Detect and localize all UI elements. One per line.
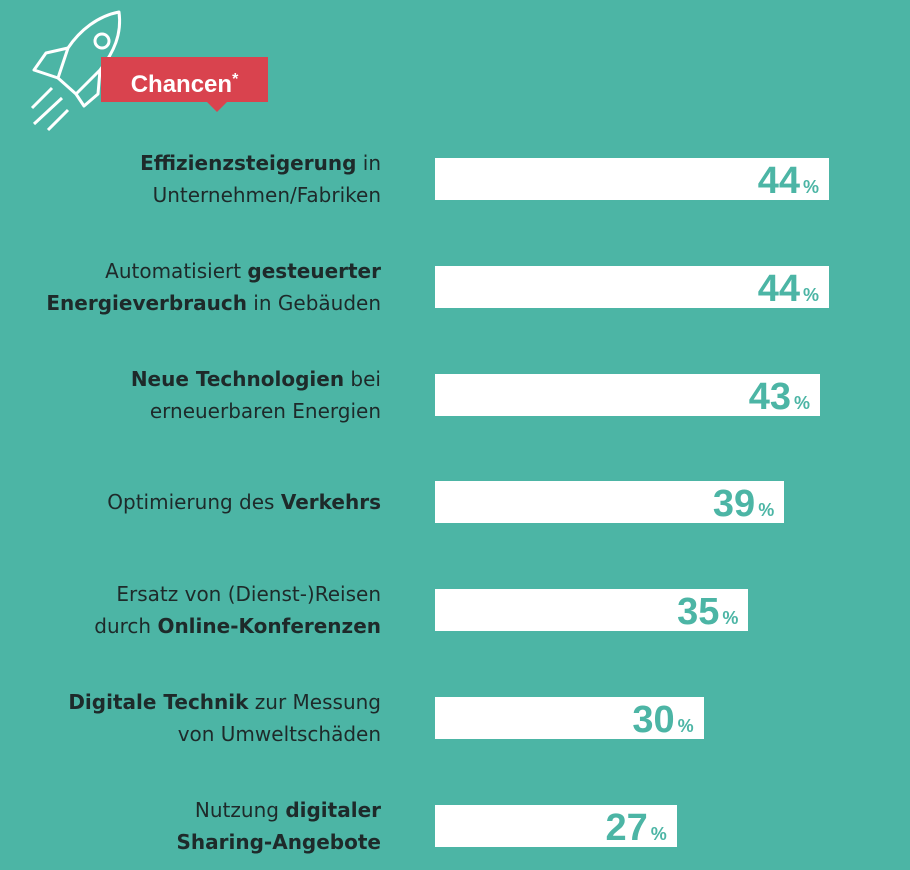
value-label: 44%: [757, 267, 819, 310]
label-segment: bei: [344, 366, 381, 391]
rocket-icon: [30, 10, 122, 132]
label-segment: Unternehmen/Fabriken: [152, 183, 381, 207]
label-segment: Optimierung des: [107, 490, 281, 515]
percent-unit: %: [722, 608, 739, 629]
value-label: 30%: [632, 699, 694, 741]
label-segment: in Gebäuden: [246, 290, 381, 315]
label-segment: in: [356, 151, 381, 175]
percent-unit: %: [650, 823, 667, 844]
percent-unit: %: [794, 392, 811, 413]
bar: 44%: [435, 265, 829, 310]
value-label: 43%: [748, 375, 811, 418]
label-segment: Digitale Technik: [68, 690, 249, 714]
value-label: 27%: [605, 806, 667, 849]
label-segment: Effizienzsteigerung: [140, 151, 357, 175]
percent-unit: %: [802, 177, 819, 197]
label-segment: von Umweltschäden: [177, 722, 381, 746]
badge-asterisk: *: [232, 71, 239, 88]
label-segment: erneuerbaren Energien: [149, 398, 381, 423]
value-label: 44%: [757, 160, 819, 202]
label-segment: gesteuerter: [247, 258, 381, 283]
label-segment: durch: [94, 614, 158, 639]
chancen-badge: Chancen*: [101, 57, 268, 112]
value-label: 35%: [677, 591, 739, 634]
percent-unit: %: [758, 500, 775, 521]
category-label: Optimierung des Verkehrs: [107, 486, 381, 518]
label-segment: Sharing-Angebote: [176, 829, 382, 854]
label-segment: zur Messung: [248, 690, 381, 714]
bar: 30%: [435, 697, 704, 741]
bar: 43%: [435, 373, 821, 418]
label-segment: digitaler: [285, 797, 381, 822]
badge-label: Chancen: [130, 71, 233, 98]
category-label: Effizienzsteigerung in Unternehmen/Fabrik…: [140, 147, 381, 211]
bar-row: Ersatz von (Dienst-)Reisen durch Online-K…: [0, 582, 910, 638]
category-label: Neue Technologien bei erneuerbaren Energi…: [131, 363, 381, 427]
bar-row: Digitale Technik zur Messung von Umweltsc…: [0, 690, 910, 746]
bar-row: Optimierung des Verkehrs 39%: [0, 481, 910, 526]
category-label: Ersatz von (Dienst-)Reisen durch Online-K…: [94, 578, 381, 642]
bar-row: Neue Technologien bei erneuerbaren Energi…: [0, 367, 910, 423]
label-segment: Ersatz von (Dienst-)Reisen: [116, 582, 381, 607]
percent-unit: %: [802, 284, 819, 305]
category-label: Nutzung digitaler Sharing-Angebote: [177, 794, 382, 858]
bar-row: Effizienzsteigerung in Unternehmen/Fabrik…: [0, 151, 910, 207]
label-segment: Verkehrs: [280, 490, 381, 515]
percent-unit: %: [677, 716, 694, 736]
bar: 35%: [435, 589, 749, 634]
bar: 39%: [435, 481, 785, 526]
label-segment: Energieverbrauch: [46, 290, 247, 315]
label-segment: Nutzung: [194, 797, 286, 822]
label-segment: Neue Technologien: [130, 366, 345, 391]
bar: 44%: [435, 158, 829, 202]
bar-row: Automatisiert gesteuerter Energieverbrauc…: [0, 259, 910, 315]
category-label: Automatisiert gesteuerter Energieverbrauc…: [46, 255, 381, 319]
category-label: Digitale Technik zur Messung von Umweltsc…: [68, 686, 381, 750]
label-segment: Online-Konferenzen: [157, 614, 381, 639]
bar: 27%: [435, 804, 677, 849]
bar-row: Nutzung digitaler Sharing-Angebote 27%: [0, 798, 910, 854]
label-segment: Automatisiert: [105, 258, 248, 283]
value-label: 39%: [712, 483, 775, 526]
